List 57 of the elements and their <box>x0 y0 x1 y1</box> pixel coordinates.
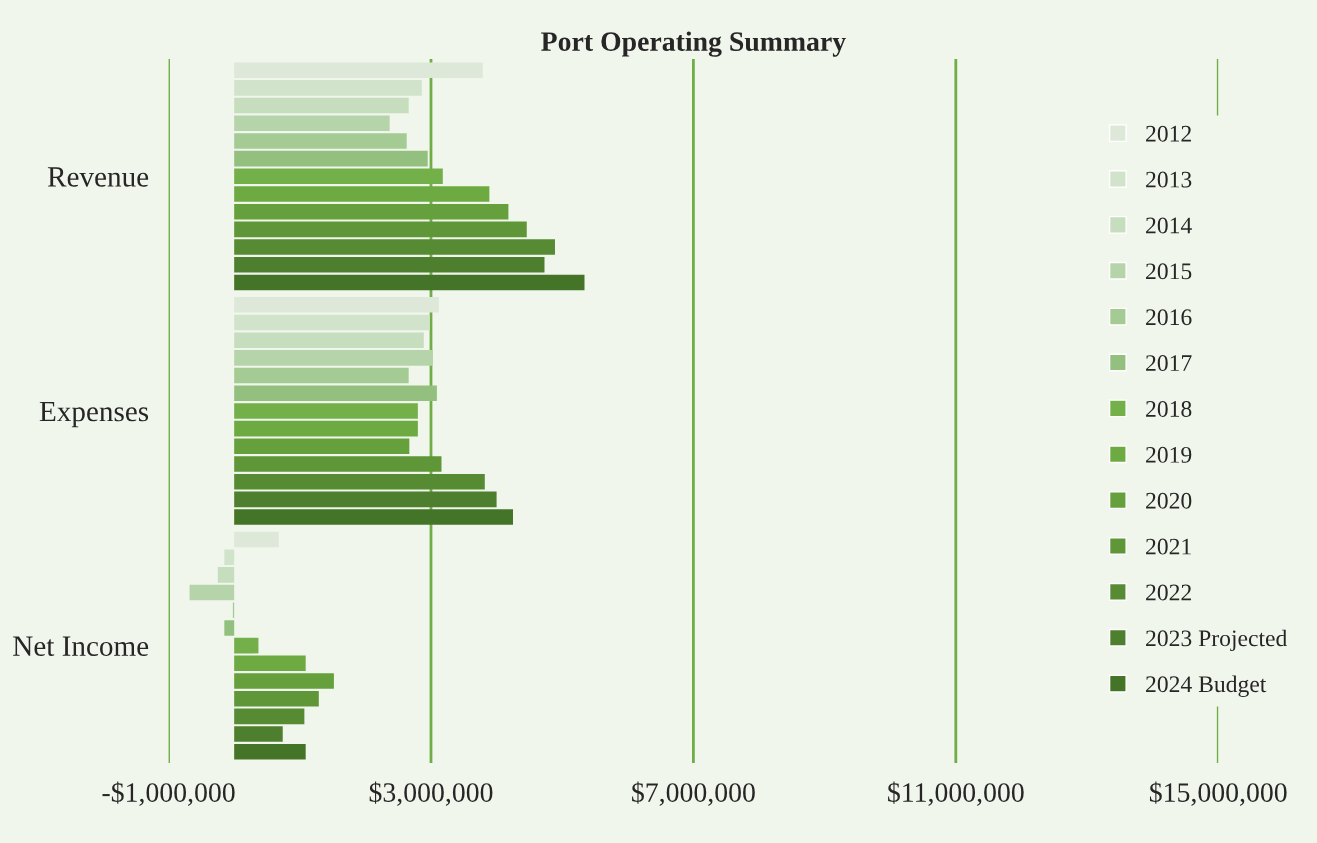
bar <box>224 549 235 565</box>
bar <box>234 509 513 525</box>
bar <box>234 203 509 220</box>
legend-label: 2023 Projected <box>1146 629 1288 652</box>
bar <box>234 62 483 78</box>
bar <box>234 239 555 255</box>
bar <box>234 256 545 273</box>
bar <box>234 708 305 725</box>
bar <box>234 655 306 672</box>
bar <box>234 743 306 760</box>
bar <box>234 637 259 654</box>
legend-label: 2024 Budget <box>1146 675 1267 698</box>
legend-label: 2015 <box>1146 263 1192 280</box>
legend-label: 2021 <box>1146 538 1191 555</box>
y-tick-label: Net Income <box>13 636 149 656</box>
bar <box>234 726 283 742</box>
x-tick-label: $3,000,000 <box>369 781 493 806</box>
bar <box>234 115 390 132</box>
bar <box>224 620 235 636</box>
legend-label: 2018 <box>1146 400 1192 417</box>
x-tick-label: $11,000,000 <box>888 781 1024 806</box>
bar <box>234 420 418 437</box>
bar <box>234 133 407 149</box>
legend-label: 2019 <box>1146 446 1192 463</box>
bar <box>234 690 319 707</box>
y-tick-label: Revenue <box>47 167 149 187</box>
bar <box>234 456 442 472</box>
y-tick-label: Expenses <box>39 401 149 428</box>
bar <box>189 584 235 601</box>
legend-label: 2014 <box>1146 217 1192 234</box>
bar <box>234 403 418 419</box>
bar <box>234 97 409 114</box>
bar <box>234 367 409 384</box>
bar <box>234 438 410 455</box>
bar <box>234 221 527 238</box>
legend-label: 2020 <box>1146 492 1192 509</box>
bar <box>234 274 585 291</box>
legend-label: 2016 <box>1146 309 1192 326</box>
x-tick-label: $15,000,000 <box>1149 781 1287 806</box>
bar <box>234 314 430 331</box>
legend-label: 2017 <box>1146 355 1192 372</box>
legend-label: 2013 <box>1146 171 1192 188</box>
legend-label: 2012 <box>1146 125 1191 142</box>
legend-label: 2022 <box>1146 584 1191 601</box>
bar <box>234 297 439 313</box>
bar <box>234 385 437 402</box>
chart-title: Port Operating Summary <box>541 31 846 57</box>
bar <box>234 150 428 167</box>
bar <box>234 80 422 96</box>
bar <box>234 491 497 508</box>
x-tick-label: -$1,000,000 <box>102 781 235 806</box>
bar <box>234 673 334 689</box>
bar <box>234 473 485 490</box>
x-tick-label: $7,000,000 <box>632 781 755 806</box>
bar <box>234 350 433 366</box>
bar <box>217 567 235 583</box>
bar <box>234 332 424 348</box>
